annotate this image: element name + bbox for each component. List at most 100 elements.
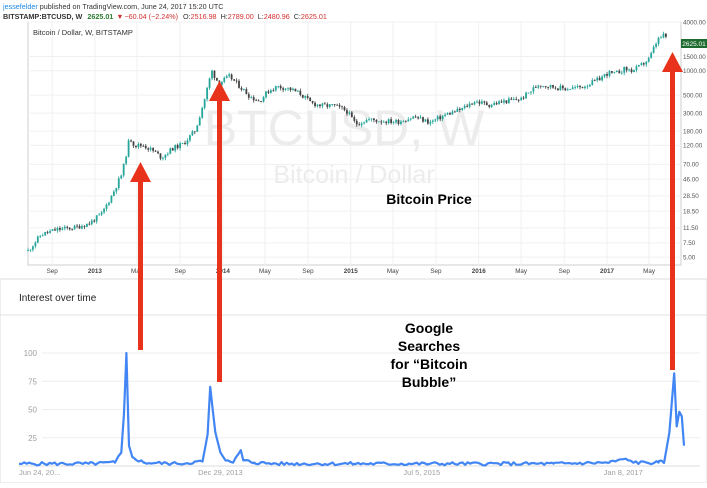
candle-body bbox=[576, 85, 579, 87]
candle-body bbox=[115, 187, 118, 192]
bitcoin-price-annotation: Bitcoin Price bbox=[386, 191, 472, 207]
candle-body bbox=[615, 70, 618, 73]
candle-body bbox=[316, 104, 319, 107]
price-y-tick-label: 5.00 bbox=[683, 254, 696, 261]
publish-info: published on TradingView.com, June 24, 2… bbox=[38, 2, 224, 11]
candle-body bbox=[471, 103, 473, 105]
candle-body bbox=[586, 86, 589, 88]
trends-annotation-line-3: for “Bitcoin bbox=[391, 356, 468, 372]
trends-annotation-line-2: Searches bbox=[398, 338, 460, 354]
candle-body bbox=[211, 70, 213, 79]
candle-body bbox=[507, 98, 510, 104]
price-y-tick-label: 4000.00 bbox=[683, 19, 706, 26]
candle-body bbox=[66, 226, 69, 228]
candle-body bbox=[301, 94, 304, 98]
candle-body bbox=[439, 116, 442, 120]
candle-body bbox=[34, 242, 37, 247]
candle-body bbox=[216, 77, 218, 81]
candle-body bbox=[279, 85, 282, 89]
candle-body bbox=[613, 72, 616, 73]
candle-body bbox=[441, 115, 444, 120]
candle-body bbox=[542, 86, 545, 87]
candle-body bbox=[664, 33, 667, 37]
candle-body bbox=[147, 148, 150, 150]
candle-body bbox=[333, 104, 336, 105]
candle-body bbox=[574, 86, 577, 88]
candle-body bbox=[220, 81, 223, 86]
price-y-tick-label: 500.00 bbox=[683, 92, 703, 99]
close-label: C: bbox=[294, 12, 301, 21]
candle-body bbox=[260, 101, 262, 102]
candle-body bbox=[196, 125, 199, 132]
candle-body bbox=[397, 120, 400, 124]
candle-body bbox=[36, 236, 39, 243]
candle-body bbox=[272, 90, 275, 92]
candle-body bbox=[245, 89, 248, 95]
price-y-tick-label: 18.50 bbox=[683, 208, 699, 215]
candle-body bbox=[341, 106, 343, 108]
candle-body bbox=[191, 131, 194, 136]
candle-body bbox=[647, 57, 650, 62]
candle-body bbox=[247, 94, 250, 98]
candle-body bbox=[512, 99, 515, 100]
candle-body bbox=[68, 227, 71, 230]
price-y-tick-label: 1000.00 bbox=[683, 68, 706, 75]
candle-body bbox=[117, 178, 120, 188]
candle-body bbox=[618, 70, 621, 74]
candle-body bbox=[360, 123, 363, 126]
trends-y-tick-label: 100 bbox=[24, 349, 38, 358]
high-value: 2789.00 bbox=[228, 12, 254, 21]
candle-body bbox=[296, 90, 299, 92]
candle-body bbox=[348, 112, 351, 114]
candle-body bbox=[505, 100, 508, 104]
candle-body bbox=[314, 102, 316, 107]
candle-body bbox=[500, 101, 503, 103]
candle-body bbox=[277, 85, 280, 87]
candle-body bbox=[235, 80, 238, 82]
candle-body bbox=[228, 74, 231, 77]
candle-body bbox=[370, 118, 373, 120]
candle-body bbox=[485, 102, 488, 106]
tv-header-line-2: BITSTAMP:BTCUSD, W 2625.01 ▼−60.04 (−2.24%… bbox=[3, 12, 327, 21]
candle-body bbox=[358, 124, 361, 126]
price-x-tick-label: May bbox=[643, 268, 656, 275]
candle-body bbox=[468, 103, 471, 107]
candle-body bbox=[449, 113, 451, 115]
candle-body bbox=[436, 116, 439, 120]
candle-body bbox=[103, 208, 105, 213]
candle-body bbox=[530, 91, 532, 93]
candle-body bbox=[169, 148, 172, 154]
candle-body bbox=[579, 85, 581, 88]
candle-body bbox=[157, 151, 159, 154]
trends-annotation-line-4: Bubble” bbox=[402, 374, 456, 390]
candle-body bbox=[208, 78, 211, 88]
candle-body bbox=[642, 63, 645, 65]
arrow-shaft-2014 bbox=[217, 100, 222, 382]
candle-body bbox=[184, 143, 186, 145]
candle-body bbox=[365, 120, 368, 123]
candle-body bbox=[611, 71, 613, 73]
candle-body bbox=[527, 92, 530, 94]
candle-body bbox=[257, 100, 260, 102]
candle-body bbox=[127, 140, 130, 157]
candle-body bbox=[534, 87, 537, 88]
candle-body bbox=[456, 108, 459, 112]
price-x-tick-label: 2014 bbox=[216, 268, 231, 275]
candle-body bbox=[100, 212, 103, 215]
price-tag: 2625.01 bbox=[682, 41, 706, 48]
candle-body bbox=[404, 121, 407, 123]
candle-body bbox=[193, 131, 196, 133]
candle-body bbox=[206, 87, 209, 100]
price-x-tick-label: Sep bbox=[302, 268, 314, 275]
candle-body bbox=[596, 77, 599, 81]
price-grid bbox=[28, 21, 681, 265]
price-chart-title: Bitcoin / Dollar, W, BITSTAMP bbox=[33, 28, 133, 37]
candle-body bbox=[88, 223, 91, 225]
candle-body bbox=[363, 122, 366, 124]
candle-body bbox=[537, 85, 540, 88]
candle-body bbox=[274, 86, 277, 91]
price-y-tick-label: 70.00 bbox=[683, 162, 699, 169]
candle-body bbox=[350, 112, 353, 118]
publisher-link[interactable]: jessefelder bbox=[2, 2, 38, 11]
